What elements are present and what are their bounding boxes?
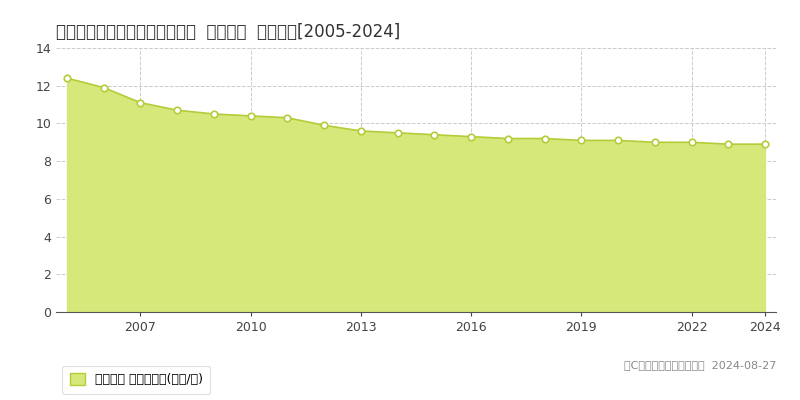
Point xyxy=(612,137,625,144)
Point xyxy=(207,111,220,117)
Point xyxy=(354,128,367,134)
Text: 新潟県阿賀野市緑岡３番８６外  地価公示  地価推移[2005-2024]: 新潟県阿賀野市緑岡３番８６外 地価公示 地価推移[2005-2024] xyxy=(56,23,400,41)
Point xyxy=(391,130,404,136)
Point xyxy=(538,135,551,142)
Point xyxy=(98,84,110,91)
Point xyxy=(648,139,661,146)
Point xyxy=(758,141,771,147)
Point xyxy=(61,75,74,81)
Point xyxy=(685,139,698,146)
Point xyxy=(171,107,184,114)
Point xyxy=(318,122,330,128)
Point xyxy=(502,135,514,142)
Point xyxy=(281,114,294,121)
Legend: 地価公示 平均坪単価(万円/坪): 地価公示 平均坪単価(万円/坪) xyxy=(62,366,210,394)
Point xyxy=(428,132,441,138)
Point xyxy=(465,134,478,140)
Point xyxy=(134,100,147,106)
Point xyxy=(575,137,588,144)
Point xyxy=(244,113,257,119)
Point xyxy=(722,141,734,147)
Text: （C）土地価格ドットコム  2024-08-27: （C）土地価格ドットコム 2024-08-27 xyxy=(624,360,776,370)
